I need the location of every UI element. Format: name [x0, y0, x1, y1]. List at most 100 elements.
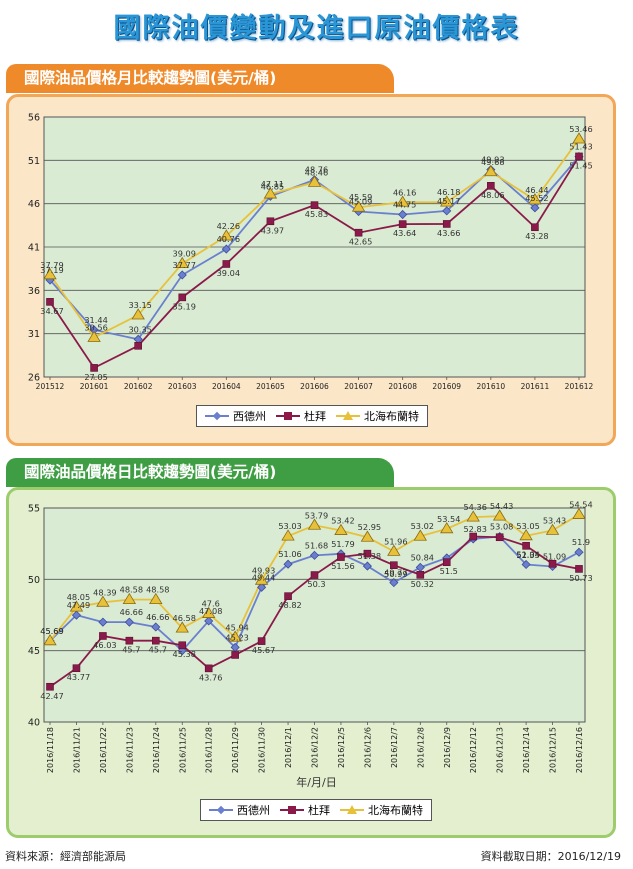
daily-data-label-brent: 53.79 [305, 510, 328, 520]
daily-point-wti [204, 616, 214, 626]
daily-data-label-brent: 48.39 [93, 587, 116, 597]
daily-point-dubai [337, 553, 345, 561]
daily-data-label-wti: 49.44 [252, 572, 275, 582]
monthly-data-label-dubai: 43.64 [393, 228, 416, 238]
monthly-data-label-dubai: 34.67 [40, 306, 63, 316]
monthly-y-tick-label: 56 [28, 113, 40, 124]
daily-data-label-dubai: 52.35 [516, 550, 539, 560]
daily-x-tick-label: 2016/12/5 [337, 727, 346, 768]
legend-brent-marker [343, 411, 353, 420]
daily-x-tick-label: 2016/12/2 [311, 727, 320, 768]
monthly-x-tick-label: 201512 [36, 382, 65, 391]
daily-data-label-wti: 51.68 [305, 540, 328, 550]
monthly-y-tick-label: 26 [28, 373, 40, 384]
legend-dubai-label: 杜拜 [304, 410, 326, 423]
daily-data-label-wti: 47.49 [67, 600, 90, 610]
daily-x-tick-label: 2016/11/30 [258, 727, 267, 773]
daily-x-tick-label: 2016/12/16 [575, 727, 584, 773]
monthly-y-tick-label: 36 [28, 286, 40, 297]
monthly-point-wti [398, 209, 408, 220]
monthly-point-dubai [575, 152, 583, 161]
legend-item-wti: 西德州 [209, 802, 270, 818]
monthly-data-label-brent: 48.46 [305, 167, 328, 177]
daily-data-label-wti: 50.84 [411, 552, 434, 562]
monthly-point-brent [484, 164, 498, 177]
monthly-point-brent [528, 193, 542, 205]
monthly-x-tick-label: 201609 [432, 382, 461, 391]
legend-brent-swatch [340, 805, 364, 815]
daily-data-label-wti: 46.66 [146, 612, 169, 622]
daily-point-brent [96, 595, 110, 607]
daily-x-tick-label: 2016/12/7 [390, 727, 399, 768]
daily-point-dubai [310, 571, 319, 579]
daily-data-label-wti: 46.66 [120, 607, 143, 617]
legend-dubai-swatch [276, 411, 300, 421]
daily-point-brent [307, 518, 322, 530]
daily-point-brent [519, 529, 533, 541]
daily-point-brent [492, 509, 507, 521]
daily-point-wti [521, 559, 531, 570]
legend-dubai-swatch [280, 805, 304, 815]
monthly-data-label-brent: 46.18 [437, 187, 460, 197]
monthly-point-dubai [266, 217, 275, 226]
daily-data-label-wti: 52.83 [463, 524, 486, 534]
monthly-data-label-wti: 48.76 [305, 165, 328, 175]
daily-point-brent [413, 529, 428, 541]
monthly-x-tick-label: 201606 [300, 382, 329, 391]
monthly-data-label-brent: 30.56 [84, 322, 107, 332]
daily-point-brent [201, 606, 216, 618]
daily-point-dubai [46, 682, 54, 691]
daily-y-tick-label: 50 [28, 575, 40, 586]
daily-data-label-brent: 53.54 [437, 514, 460, 524]
daily-point-dubai [178, 641, 187, 650]
daily-data-label-wti: 51.38 [358, 551, 381, 561]
daily-data-label-brent: 53.03 [278, 521, 301, 531]
daily-x-tick-label: 2016/12/1 [284, 727, 293, 768]
monthly-x-tick-label: 201610 [477, 382, 506, 391]
daily-point-wti [283, 559, 293, 569]
daily-data-label-wti: 53.08 [490, 522, 513, 532]
monthly-point-wti [221, 244, 231, 254]
monthly-point-brent [395, 195, 410, 207]
monthly-data-label-brent: 33.15 [128, 300, 151, 310]
monthly-data-label-wti: 45.17 [437, 196, 460, 206]
legend-brent-marker [347, 805, 357, 814]
legend-wti-swatch [209, 805, 233, 815]
daily-data-label-brent: 52.95 [358, 522, 381, 532]
daily-data-label-brent: 54.54 [569, 500, 592, 510]
monthly-point-dubai [90, 364, 98, 372]
daily-point-wti [309, 550, 320, 560]
daily-point-dubai [152, 636, 160, 645]
legend-brent-swatch [336, 411, 360, 421]
monthly-data-label-dubai: 35.19 [173, 301, 196, 311]
daily-point-wti [151, 622, 161, 632]
daily-data-label-brent: 53.42 [331, 516, 354, 526]
daily-point-dubai [363, 549, 372, 558]
legend-item-brent: 北海布蘭特 [336, 408, 419, 424]
daily-y-tick-label: 55 [28, 504, 40, 515]
daily-data-label-brent: 48.58 [120, 585, 143, 595]
monthly-y-tick-label: 51 [28, 156, 40, 167]
daily-x-tick-label: 2016/11/21 [72, 727, 81, 773]
monthly-x-tick-label: 201611 [521, 382, 550, 391]
monthly-data-label-brent: 42.26 [217, 221, 240, 231]
daily-data-label-dubai: 42.47 [40, 691, 63, 701]
monthly-point-dubai [487, 182, 495, 190]
monthly-data-label-brent: 53.46 [569, 124, 592, 134]
daily-data-label-brent: 53.02 [411, 521, 434, 531]
daily-data-label-dubai: 43.76 [199, 672, 222, 682]
daily-data-label-dubai: 50.99 [384, 569, 407, 579]
daily-point-brent [43, 634, 57, 646]
monthly-data-label-wti: 45.09 [349, 197, 372, 207]
daily-point-dubai [416, 570, 425, 579]
daily-data-label-brent: 48.58 [146, 585, 169, 595]
daily-data-label-brent: 54.36 [463, 502, 486, 512]
legend-dubai-marker [288, 806, 296, 814]
daily-point-dubai [72, 664, 81, 673]
monthly-data-label-dubai: 45.83 [305, 209, 328, 219]
daily-point-dubai [284, 592, 292, 600]
monthly-data-label-brent: 37.79 [40, 260, 63, 270]
daily-data-label-wti: 51.79 [331, 539, 354, 549]
daily-data-label-brent: 51.96 [384, 536, 407, 546]
monthly-data-label-brent: 49.68 [481, 157, 504, 167]
